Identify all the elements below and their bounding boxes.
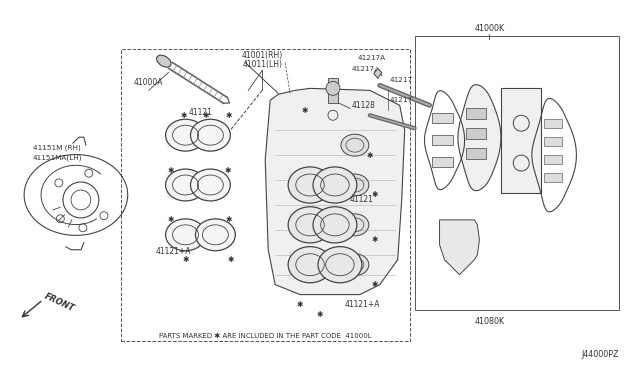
Text: ✱: ✱ bbox=[224, 166, 230, 174]
Ellipse shape bbox=[288, 167, 332, 203]
Ellipse shape bbox=[313, 167, 357, 203]
Bar bbox=[431, 157, 454, 167]
Text: FRONT: FRONT bbox=[43, 292, 76, 314]
Circle shape bbox=[326, 81, 340, 95]
Polygon shape bbox=[374, 68, 382, 78]
Text: 41151M (RH): 41151M (RH) bbox=[33, 145, 81, 151]
Text: ✱: ✱ bbox=[372, 280, 378, 289]
Text: 41000A: 41000A bbox=[134, 78, 163, 87]
Ellipse shape bbox=[288, 207, 332, 243]
Bar bbox=[467, 128, 486, 139]
Bar bbox=[544, 155, 562, 164]
Text: 41121: 41121 bbox=[350, 195, 374, 205]
Text: ✱: ✱ bbox=[297, 300, 303, 309]
Text: ✱: ✱ bbox=[182, 255, 189, 264]
Text: ✱: ✱ bbox=[168, 166, 173, 174]
Ellipse shape bbox=[341, 254, 369, 276]
Ellipse shape bbox=[341, 134, 369, 156]
Text: PARTS MARKED ✱ ARE INCLUDED IN THE PART CODE  41000L: PARTS MARKED ✱ ARE INCLUDED IN THE PART … bbox=[159, 333, 371, 339]
Text: ✱: ✱ bbox=[225, 111, 232, 120]
Text: 41217△: 41217△ bbox=[352, 65, 381, 71]
Text: J44000PZ: J44000PZ bbox=[581, 350, 619, 359]
Text: 41121+A: 41121+A bbox=[345, 300, 380, 309]
Ellipse shape bbox=[318, 247, 362, 283]
Ellipse shape bbox=[166, 119, 205, 151]
Bar bbox=[431, 135, 454, 145]
Bar bbox=[467, 148, 486, 159]
Text: 41151MA(LH): 41151MA(LH) bbox=[33, 155, 83, 161]
Ellipse shape bbox=[191, 119, 230, 151]
Text: ✱: ✱ bbox=[225, 215, 232, 224]
Polygon shape bbox=[440, 220, 479, 275]
Ellipse shape bbox=[166, 219, 205, 251]
Ellipse shape bbox=[313, 207, 357, 243]
Bar bbox=[431, 113, 454, 123]
Bar bbox=[467, 108, 486, 119]
Bar bbox=[415, 36, 619, 310]
Text: 41217: 41217 bbox=[390, 77, 413, 83]
Text: 41128: 41128 bbox=[352, 101, 376, 110]
Polygon shape bbox=[458, 85, 501, 191]
Text: 41217A: 41217A bbox=[358, 55, 386, 61]
Ellipse shape bbox=[157, 55, 171, 67]
Text: ✱: ✱ bbox=[367, 151, 373, 160]
Ellipse shape bbox=[341, 214, 369, 236]
Ellipse shape bbox=[341, 174, 369, 196]
Bar bbox=[544, 119, 562, 128]
Ellipse shape bbox=[166, 169, 205, 201]
Bar bbox=[121, 48, 410, 341]
Text: 41080K: 41080K bbox=[474, 317, 504, 326]
Text: 41000K: 41000K bbox=[474, 24, 504, 33]
Bar bbox=[501, 89, 541, 193]
Ellipse shape bbox=[288, 247, 332, 283]
Text: ✱: ✱ bbox=[227, 255, 234, 264]
Bar bbox=[544, 137, 562, 146]
Text: 41217: 41217 bbox=[390, 97, 413, 103]
Text: ✱: ✱ bbox=[372, 235, 378, 244]
Text: ✱: ✱ bbox=[302, 106, 308, 115]
Bar bbox=[544, 173, 562, 182]
Text: 41001(RH): 41001(RH) bbox=[241, 51, 283, 60]
Text: ✱: ✱ bbox=[317, 310, 323, 319]
Ellipse shape bbox=[191, 169, 230, 201]
Bar bbox=[328, 78, 338, 103]
Text: ✱: ✱ bbox=[180, 111, 187, 120]
Text: ✱: ✱ bbox=[372, 190, 378, 199]
Text: 41121+A: 41121+A bbox=[156, 247, 191, 256]
Text: 41011(LH): 41011(LH) bbox=[242, 60, 282, 69]
Ellipse shape bbox=[195, 219, 236, 251]
Text: ✱: ✱ bbox=[202, 111, 209, 120]
Polygon shape bbox=[265, 89, 404, 295]
Text: 41121: 41121 bbox=[189, 108, 212, 117]
Text: ✱: ✱ bbox=[168, 215, 173, 224]
